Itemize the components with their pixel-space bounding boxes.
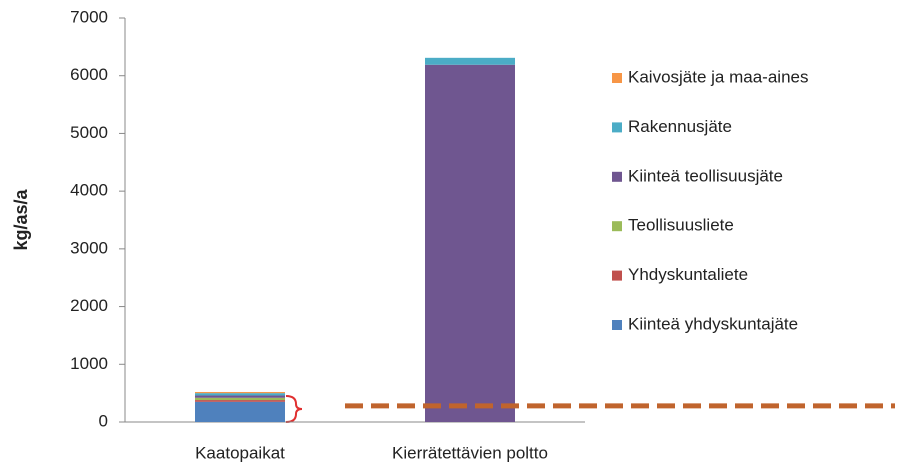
bar-segment [425,64,515,423]
bar-segment [195,395,285,398]
brace [285,395,303,423]
legend-label: Teollisuusliete [628,216,734,235]
y-tick-label: 7000 [70,7,108,26]
y-tick-label: 6000 [70,65,108,84]
bar-segment [195,393,285,396]
bar-segment [195,400,285,402]
legend-label: Kaivosjäte ja maa-aines [628,67,808,86]
legend-swatch [612,221,622,232]
legend-swatch [612,171,622,182]
y-tick-label: 4000 [70,181,108,200]
bar-segment [195,391,285,394]
legend-label: Kiinteä yhdyskuntajäte [628,314,798,333]
y-tick-label: 2000 [70,296,108,315]
bar-segment [425,57,515,65]
legend-label: Yhdyskuntaliete [628,265,748,284]
y-tick-label: 1000 [70,354,108,373]
legend-label: Kiinteä teollisuusjäte [628,166,783,185]
bar-segment [195,401,285,422]
x-tick-label: Kaatopaikat [195,443,285,462]
y-tick-label: 5000 [70,123,108,142]
x-tick-label: Kierrätettävien poltto [392,443,548,462]
legend-label: Rakennusjäte [628,117,732,136]
y-axis-label: kg/as/a [11,188,31,250]
bar-segment [195,397,285,401]
y-tick-label: 3000 [70,238,108,257]
legend-swatch [612,122,622,133]
legend-swatch [612,73,622,83]
y-tick-label: 0 [99,411,108,430]
legend-swatch [612,320,622,330]
legend-swatch [612,270,622,281]
